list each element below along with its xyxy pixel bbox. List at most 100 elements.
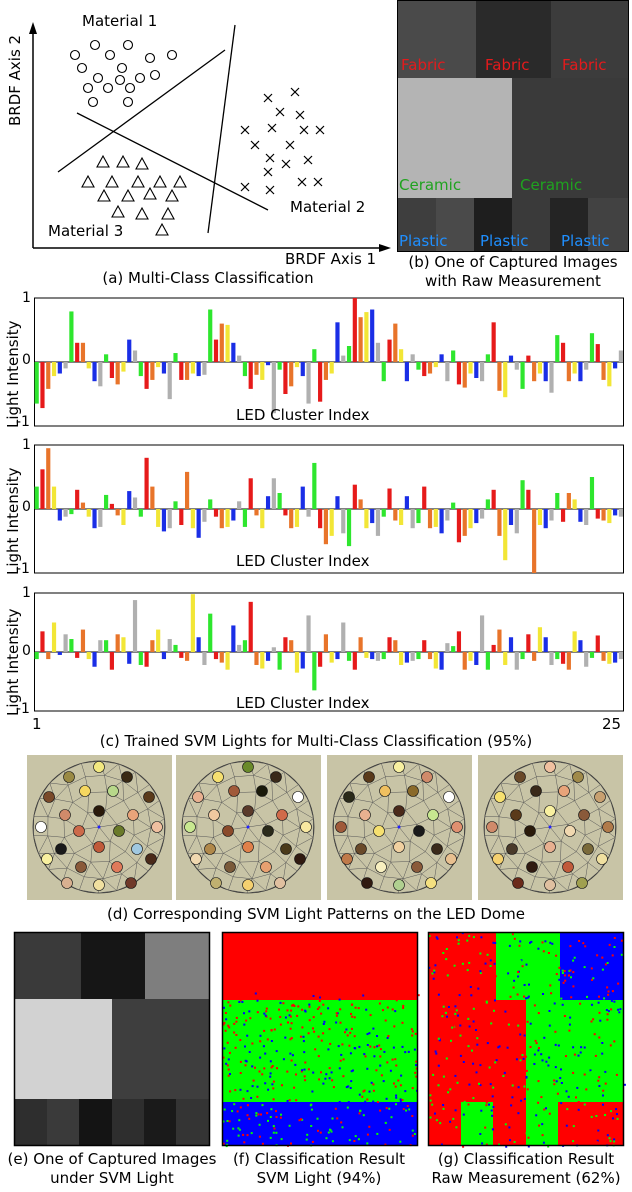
noise-pixel xyxy=(489,959,492,962)
noise-pixel xyxy=(612,992,615,994)
noise-pixel xyxy=(572,1071,575,1074)
noise-pixel xyxy=(348,1044,351,1047)
noise-pixel xyxy=(615,1073,618,1076)
noise-pixel xyxy=(337,1045,340,1048)
material1-point xyxy=(104,49,116,61)
noise-pixel xyxy=(601,968,604,971)
noise-pixel xyxy=(523,984,526,986)
bar xyxy=(422,362,427,377)
material3-point xyxy=(165,188,179,202)
noise-pixel xyxy=(339,1021,342,1024)
noise-pixel xyxy=(621,939,623,942)
noise-pixel xyxy=(494,999,496,1002)
bar xyxy=(352,298,357,362)
noise-pixel xyxy=(576,1005,579,1008)
noise-pixel xyxy=(235,1016,238,1019)
noise-pixel xyxy=(272,1125,275,1128)
bar xyxy=(549,362,554,393)
noise-pixel xyxy=(452,1117,455,1120)
noise-pixel xyxy=(395,1096,398,1099)
noise-pixel xyxy=(602,1103,604,1106)
noise-pixel xyxy=(272,1087,275,1090)
bar xyxy=(69,509,74,515)
noise-pixel xyxy=(599,1019,602,1022)
led-cluster xyxy=(61,877,73,889)
noise-pixel xyxy=(310,1108,313,1111)
led-cluster xyxy=(43,791,55,803)
bar xyxy=(196,362,201,377)
led-cluster xyxy=(359,809,371,821)
led-cluster xyxy=(425,877,437,889)
noise-pixel xyxy=(517,1024,520,1027)
noise-pixel xyxy=(295,1099,298,1102)
noise-pixel xyxy=(529,1086,532,1089)
bar xyxy=(167,362,172,400)
dome-center xyxy=(548,825,552,829)
noise-pixel xyxy=(564,1036,567,1039)
noise-pixel xyxy=(525,1076,528,1079)
material1-point xyxy=(87,96,99,108)
noise-pixel xyxy=(275,1116,278,1118)
bar xyxy=(578,640,583,652)
noise-pixel xyxy=(263,1029,266,1032)
noise-pixel xyxy=(235,1034,238,1036)
bar xyxy=(104,354,109,362)
noise-pixel xyxy=(540,1034,542,1037)
led-cluster xyxy=(111,861,123,873)
bar xyxy=(427,652,433,660)
noise-pixel xyxy=(559,1044,562,1047)
noise-pixel xyxy=(598,1011,601,1014)
bar xyxy=(589,477,595,509)
noise-pixel xyxy=(307,1032,310,1035)
noise-pixel xyxy=(384,1019,387,1022)
bar xyxy=(404,652,409,663)
bar xyxy=(98,362,103,387)
bar xyxy=(40,362,45,409)
bar xyxy=(190,594,195,652)
bar xyxy=(468,652,473,661)
bar xyxy=(560,509,566,522)
noise-pixel xyxy=(236,1110,239,1113)
noise-pixel xyxy=(362,1090,365,1093)
bar xyxy=(98,509,103,527)
noise-pixel xyxy=(472,1020,475,1023)
noise-pixel xyxy=(484,1126,487,1129)
noise-pixel xyxy=(397,1079,400,1082)
noise-pixel xyxy=(342,1058,345,1061)
noise-pixel xyxy=(542,1141,545,1144)
bar xyxy=(439,354,444,362)
noise-pixel xyxy=(519,1059,522,1062)
chart3-ytick-top: 1 xyxy=(22,585,31,601)
noise-pixel xyxy=(270,1066,273,1069)
noise-pixel xyxy=(459,1024,462,1027)
noise-pixel xyxy=(330,1071,333,1074)
bar xyxy=(589,652,595,658)
noise-pixel xyxy=(351,1003,354,1006)
bar xyxy=(584,509,589,525)
noise-pixel xyxy=(432,1073,435,1076)
material2-point xyxy=(315,125,325,135)
noise-pixel xyxy=(228,1026,231,1029)
noise-pixel xyxy=(569,969,572,972)
bar xyxy=(433,362,438,368)
bar xyxy=(393,323,398,362)
noise-pixel xyxy=(266,1112,269,1115)
led-cluster xyxy=(190,853,202,865)
noise-pixel xyxy=(366,1067,369,1070)
noise-pixel xyxy=(483,1142,486,1145)
noise-pixel xyxy=(435,1119,438,1122)
led-cluster xyxy=(212,771,224,783)
cross-stroke xyxy=(313,177,323,187)
noise-pixel xyxy=(527,995,530,998)
noise-pixel xyxy=(565,1124,568,1127)
noise-pixel xyxy=(223,1021,226,1024)
noise-pixel xyxy=(306,1133,309,1136)
x-axis-arrow xyxy=(379,244,391,252)
decision-line-1 xyxy=(57,49,226,173)
chart2-ylabel: Light Intensity xyxy=(4,467,22,576)
noise-pixel xyxy=(434,1112,436,1115)
cross-stroke xyxy=(315,125,325,135)
noise-pixel xyxy=(382,1009,384,1012)
noise-pixel xyxy=(468,1142,471,1144)
led-cluster xyxy=(260,861,272,873)
